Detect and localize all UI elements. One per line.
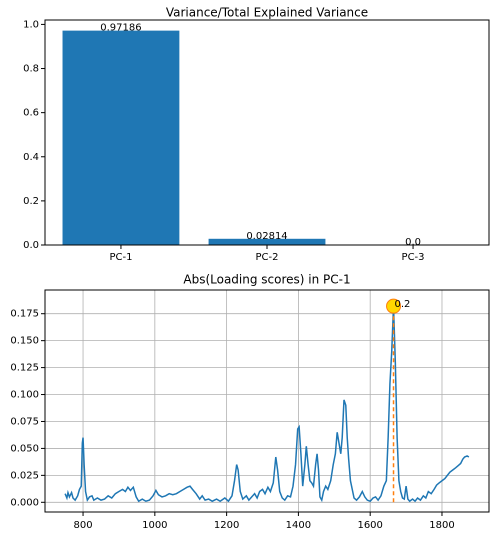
y-tick-label: 0.075 [10, 416, 39, 427]
x-tick-label: 1800 [429, 520, 454, 531]
chart-title: Variance/Total Explained Variance [166, 6, 368, 20]
value-label: 0.97186 [100, 23, 141, 34]
x-tick-label: PC-2 [256, 252, 279, 263]
bar [62, 30, 180, 246]
data-line [64, 306, 470, 503]
x-tick-label: 1200 [214, 520, 239, 531]
y-tick-label: 0.8 [23, 64, 39, 75]
axes-frame [44, 19, 490, 246]
peak-marker [386, 298, 402, 314]
y-tick-label: 1.0 [23, 19, 39, 30]
x-tick-label: 800 [74, 520, 93, 531]
x-tick-label: PC-1 [109, 252, 132, 263]
y-tick-label: 0.125 [10, 363, 39, 374]
value-label: 0.0 [405, 237, 421, 248]
y-tick-label: 0.050 [10, 443, 39, 454]
y-tick-label: 0.175 [10, 309, 39, 320]
y-tick-label: 0.100 [10, 390, 39, 401]
x-tick-label: 1600 [357, 520, 382, 531]
value-label: 0.02814 [246, 231, 287, 242]
y-tick-label: 0.4 [23, 152, 39, 163]
y-tick-label: 0.025 [10, 470, 39, 481]
chart-title: Abs(Loading scores) in PC-1 [183, 273, 350, 287]
x-tick-label: PC-3 [402, 252, 425, 263]
y-tick-label: 0.150 [10, 336, 39, 347]
bar [208, 238, 326, 245]
y-tick-label: 0.0 [23, 240, 39, 251]
x-tick-label: 1000 [142, 520, 167, 531]
x-tick-label: 1400 [286, 520, 311, 531]
annotation-label: 0.2 [395, 299, 411, 310]
y-tick-label: 0.6 [23, 108, 39, 119]
axes-frame [44, 289, 490, 513]
y-tick-label: 0.000 [10, 497, 39, 508]
y-tick-label: 0.2 [23, 196, 39, 207]
